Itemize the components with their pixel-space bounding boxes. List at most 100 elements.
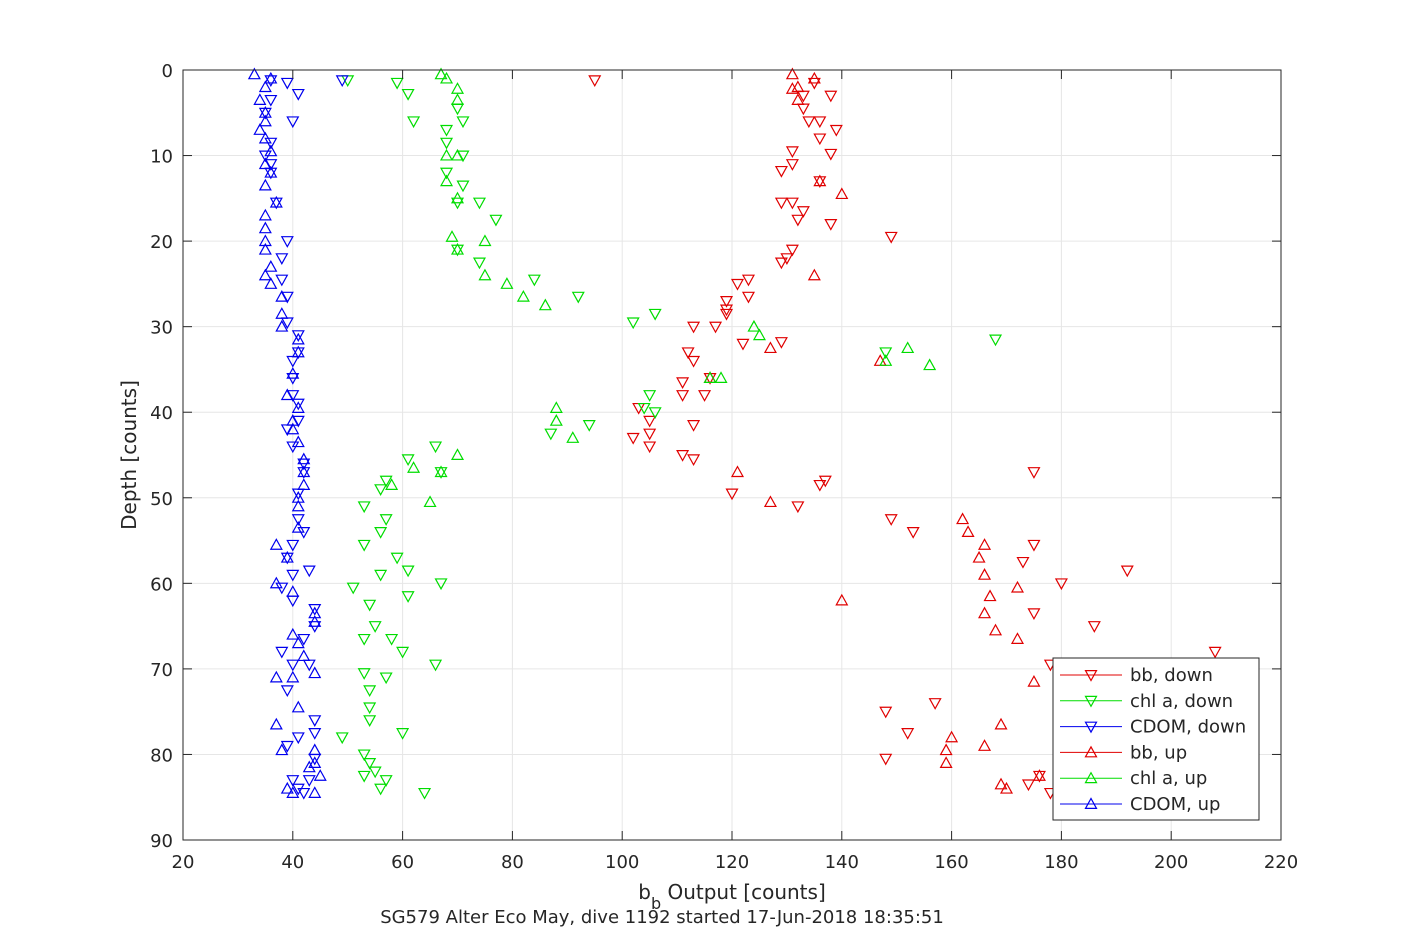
data-point — [774, 165, 788, 178]
data-point — [1010, 632, 1024, 644]
legend-marker — [1084, 797, 1098, 810]
data-point — [945, 730, 959, 743]
data-point — [736, 338, 750, 351]
data-point — [423, 495, 437, 508]
y-tick-label: 70 — [150, 660, 173, 681]
data-point — [698, 390, 712, 402]
data-point — [269, 195, 283, 208]
legend-marker — [1084, 721, 1098, 734]
data-point — [791, 80, 805, 93]
data-point — [291, 401, 305, 413]
data-point — [785, 244, 799, 257]
data-point — [884, 514, 898, 526]
data-point — [829, 124, 843, 137]
data-point — [566, 431, 580, 443]
data-point — [450, 448, 465, 460]
data-point — [286, 539, 300, 552]
data-point — [818, 475, 832, 488]
data-point — [785, 67, 799, 80]
x-tick-label: 80 — [501, 852, 524, 873]
data-point — [687, 454, 701, 467]
data-point — [258, 157, 272, 170]
data-point — [901, 728, 915, 740]
data-point — [440, 167, 454, 180]
data-point — [258, 208, 272, 221]
data-point — [906, 526, 920, 539]
data-point — [302, 760, 316, 773]
data-point — [308, 756, 322, 769]
data-point — [472, 257, 486, 270]
data-point — [434, 578, 448, 591]
data-point — [396, 728, 410, 740]
series-5 — [247, 67, 327, 798]
data-point — [308, 728, 322, 740]
data-point — [725, 488, 739, 501]
data-point — [275, 289, 289, 302]
legend-box — [1052, 657, 1260, 821]
legend-marker — [1084, 669, 1098, 682]
data-point — [291, 499, 305, 512]
data-point — [489, 214, 503, 227]
data-point — [297, 478, 311, 490]
data-point — [264, 165, 278, 178]
data-point — [440, 71, 454, 84]
data-point — [291, 330, 305, 342]
data-point — [291, 332, 305, 345]
series-4 — [385, 67, 937, 508]
data-point — [978, 739, 992, 751]
data-point — [1021, 779, 1035, 792]
data-point — [363, 757, 377, 770]
data-point — [434, 67, 448, 80]
data-point — [709, 321, 723, 334]
legend-label: bb, up — [1130, 742, 1187, 763]
data-point — [978, 538, 992, 550]
data-point — [258, 242, 272, 255]
data-point — [774, 337, 788, 349]
data-point — [478, 234, 492, 247]
data-point — [297, 649, 311, 662]
data-point — [385, 633, 399, 646]
data-point — [363, 702, 377, 715]
data-point — [1054, 578, 1068, 591]
data-point — [956, 512, 970, 525]
data-point — [1027, 539, 1041, 552]
data-point — [275, 743, 289, 756]
y-tick-label: 60 — [150, 574, 173, 595]
data-point — [280, 781, 294, 794]
data-point — [379, 775, 393, 787]
x-tick-label: 100 — [605, 852, 639, 873]
data-point — [983, 589, 997, 602]
data-point — [763, 495, 777, 508]
data-point — [264, 94, 278, 107]
data-point — [368, 766, 382, 779]
legend-entry: CDOM, down — [1060, 717, 1246, 738]
data-point — [374, 569, 388, 582]
data-point — [264, 71, 278, 84]
data-point — [978, 568, 992, 580]
data-point — [357, 501, 371, 514]
data-point — [813, 116, 827, 129]
data-point — [286, 670, 300, 683]
data-point — [258, 131, 272, 144]
data-point — [335, 732, 349, 745]
y-tick-label: 30 — [150, 318, 173, 339]
data-point — [434, 465, 448, 478]
data-point — [429, 659, 443, 672]
x-tick-label: 160 — [934, 852, 968, 873]
data-point — [335, 75, 349, 88]
x-tick-label: 40 — [281, 852, 304, 873]
data-point — [928, 698, 942, 710]
x-axis-label-subscript: b — [651, 894, 661, 913]
data-point — [648, 407, 662, 419]
data-point — [264, 277, 278, 289]
data-point — [275, 253, 289, 265]
data-point — [719, 304, 734, 317]
data-point — [450, 242, 465, 255]
data-point — [538, 298, 552, 311]
legend-label: CDOM, down — [1130, 717, 1246, 738]
data-point — [286, 366, 300, 379]
data-point — [796, 206, 810, 218]
data-point — [297, 633, 311, 646]
data-point — [879, 706, 893, 719]
